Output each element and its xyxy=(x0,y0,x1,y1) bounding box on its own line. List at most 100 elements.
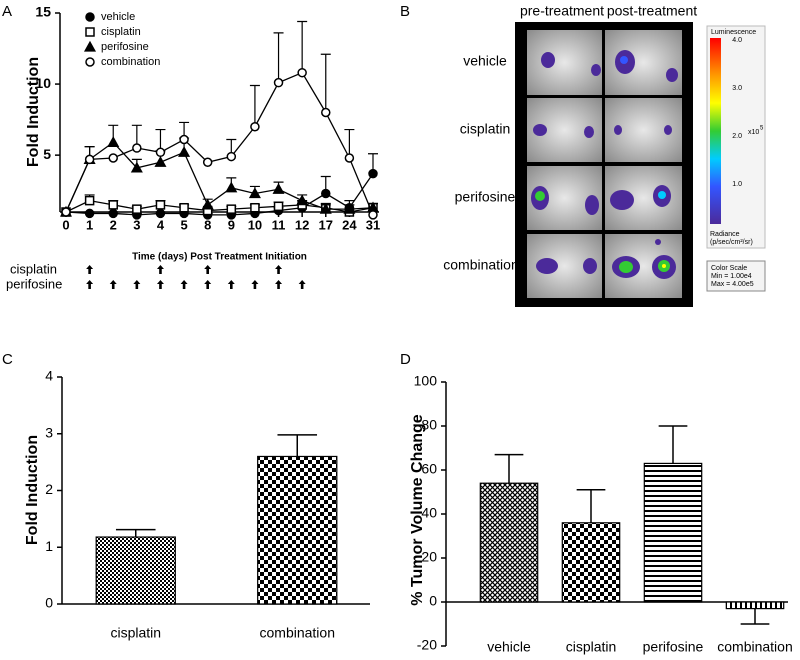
panel-letter: B xyxy=(400,3,410,20)
marker xyxy=(225,181,238,193)
schedule-label: perifosine xyxy=(6,276,62,291)
marker xyxy=(202,157,213,167)
marker xyxy=(132,204,142,214)
x-tick-label: 12 xyxy=(295,217,309,232)
error-bar xyxy=(576,489,606,523)
bar xyxy=(561,522,621,603)
color-scale-title: Color Scale xyxy=(711,265,747,272)
treatment-arrow xyxy=(86,265,94,274)
marker xyxy=(130,161,143,173)
colorbar-tick: 1.0 xyxy=(732,181,742,188)
marker xyxy=(321,188,331,199)
marker xyxy=(321,107,331,118)
treatment-arrow xyxy=(275,265,283,274)
x-tick-label: combination xyxy=(260,625,336,641)
legend-label: combination xyxy=(101,56,160,68)
legend-marker xyxy=(83,40,97,52)
y-tick-label: 0 xyxy=(45,595,53,611)
x-tick-label: 5 xyxy=(180,217,187,232)
error-bar xyxy=(249,84,260,127)
x-tick-label: 1 xyxy=(86,217,93,232)
column-header: post-treatment xyxy=(607,3,697,19)
x-tick-label: 0 xyxy=(62,217,69,232)
y-tick-label: 4 xyxy=(45,368,53,384)
bar xyxy=(479,482,539,603)
x-tick-label: 9 xyxy=(228,217,235,232)
treatment-arrow xyxy=(251,280,259,289)
y-tick-label: 10 xyxy=(35,75,51,91)
y-axis-label: Fold Induction xyxy=(25,57,42,167)
color-scale-min: Min = 1.00e4 xyxy=(711,273,752,280)
schedule-label: cisplatin xyxy=(10,261,57,276)
color-scale-max: Max = 4.00e5 xyxy=(711,281,754,288)
y-tick-label: 0 xyxy=(429,593,437,609)
marker xyxy=(248,187,261,199)
error-bar xyxy=(273,32,284,83)
marker xyxy=(201,198,214,210)
marker xyxy=(344,153,355,163)
marker xyxy=(61,207,71,217)
x-tick-label: cisplatin xyxy=(110,625,161,641)
x-tick-label: cisplatin xyxy=(566,639,617,655)
marker xyxy=(155,208,166,219)
panel-letter: C xyxy=(2,351,13,368)
row-label: perifosine xyxy=(455,189,516,205)
marker xyxy=(272,183,285,194)
panel-letter: A xyxy=(2,3,12,20)
y-tick-label: 40 xyxy=(421,505,437,521)
y-tick-label: 3 xyxy=(45,424,53,440)
bar xyxy=(725,601,785,610)
treatment-arrow xyxy=(133,280,141,289)
column-header: pre-treatment xyxy=(520,3,604,19)
treatment-arrow xyxy=(180,280,188,289)
y-tick-label: 20 xyxy=(421,549,437,565)
legend-marker xyxy=(85,27,95,37)
error-bar xyxy=(494,453,524,484)
colorbar-tick: 2.0 xyxy=(732,133,742,140)
marker xyxy=(179,134,189,145)
treatment-arrow xyxy=(156,265,164,274)
error-bar xyxy=(320,53,331,113)
marker xyxy=(132,143,142,153)
marker xyxy=(273,201,284,212)
marker xyxy=(155,200,166,210)
radiance-unit: (p/sec/cm²/sr) xyxy=(710,239,753,246)
panel-letter: D xyxy=(400,351,411,368)
y-tick-label: -20 xyxy=(417,637,437,653)
colorbar-tick: 3.0 xyxy=(732,85,742,92)
color-scale-box xyxy=(706,260,766,292)
treatment-arrow xyxy=(156,280,164,289)
marker xyxy=(154,156,167,167)
x-tick-label: vehicle xyxy=(487,639,531,655)
row-label: combination xyxy=(443,257,519,273)
marker xyxy=(84,195,95,206)
marker xyxy=(273,77,284,88)
treatment-arrow xyxy=(204,265,212,274)
colorbar-unit: x10 xyxy=(748,129,759,136)
error-bar xyxy=(658,425,688,464)
marker xyxy=(179,202,189,213)
marker xyxy=(178,146,191,157)
legend-label: vehicle xyxy=(101,11,135,23)
marker xyxy=(84,208,95,219)
legend-label: cisplatin xyxy=(101,26,141,38)
y-tick-label: 5 xyxy=(43,146,51,162)
x-tick-label: 10 xyxy=(248,217,262,232)
legend-label: perifosine xyxy=(101,41,149,53)
marker xyxy=(297,67,307,78)
x-tick-label: 3 xyxy=(133,217,140,232)
y-tick-label: 1 xyxy=(45,538,53,554)
x-tick-label: 24 xyxy=(342,217,357,232)
y-tick-label: 15 xyxy=(35,4,51,20)
y-tick-label: 60 xyxy=(421,461,437,477)
y-axis-label: % Tumor Volume Change xyxy=(409,414,426,606)
y-tick-label: 100 xyxy=(414,373,438,389)
x-tick-label: 8 xyxy=(204,217,211,232)
x-tick-label: 31 xyxy=(366,217,380,232)
bar xyxy=(643,462,703,603)
treatment-arrow xyxy=(275,280,283,289)
row-label: vehicle xyxy=(463,53,507,69)
marker xyxy=(107,136,120,147)
y-axis-label: Fold Induction xyxy=(24,435,41,545)
